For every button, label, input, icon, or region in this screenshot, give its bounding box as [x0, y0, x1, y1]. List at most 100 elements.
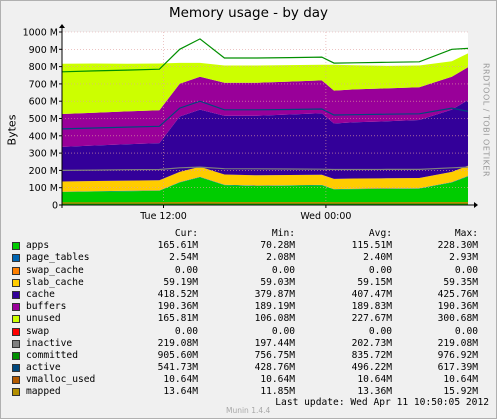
- legend-name: swap: [26, 325, 50, 337]
- legend-min: 197.44M: [254, 337, 295, 349]
- legend-max: 617.39M: [437, 362, 478, 374]
- line-active: [61, 100, 469, 130]
- legend-avg: 0.00: [368, 325, 392, 337]
- legend-cur: 219.08M: [157, 337, 198, 349]
- legend-max: 59.35M: [443, 276, 478, 288]
- legend-name: apps: [26, 240, 50, 252]
- y-tick-label: 400 M: [29, 131, 58, 142]
- legend-row-inactive: inactive 219.08M 197.44M 202.73M 219.08M: [12, 338, 490, 350]
- legend-swatch: [12, 315, 20, 324]
- legend-swatch: [12, 339, 20, 348]
- legend-row-mapped: mapped 13.64M 11.85M 13.36M 15.92M: [12, 386, 490, 398]
- legend-min: 2.08M: [266, 252, 295, 264]
- legend-avg: 115.51M: [351, 240, 392, 252]
- legend-swatch: [12, 351, 20, 360]
- legend-header-min: Min:: [271, 228, 295, 239]
- legend-min: 10.64M: [260, 374, 295, 386]
- legend-cur: 10.64M: [163, 374, 198, 386]
- legend-min: 379.87M: [254, 288, 295, 300]
- y-tick-label: 100 M: [29, 183, 58, 194]
- legend-max: 219.08M: [437, 337, 478, 349]
- y-tick-label: 500 M: [29, 114, 58, 125]
- x-tick-label: Tue 12:00: [139, 211, 187, 222]
- legend-avg: 227.67M: [351, 313, 392, 325]
- legend-min: 0.00: [271, 264, 295, 276]
- legend-cur: 165.61M: [157, 240, 198, 252]
- y-tick-label: 600 M: [29, 97, 58, 108]
- legend-name: page_tables: [26, 252, 90, 264]
- legend-swatch: [12, 388, 20, 397]
- legend-max: 190.36M: [437, 301, 478, 313]
- legend-header-max: Max:: [454, 228, 478, 239]
- legend-min: 0.00: [271, 325, 295, 337]
- y-tick-label: 900 M: [29, 45, 58, 56]
- legend-name: buffers: [26, 301, 67, 313]
- x-axis-arrow: [474, 202, 478, 208]
- legend-row-swap-cache: swap_cache 0.00 0.00 0.00 0.00: [12, 265, 490, 277]
- area-buffers: [62, 67, 468, 147]
- legend-row-active: active 541.73M 428.76M 496.22M 617.39M: [12, 362, 490, 374]
- legend-name: vmalloc_used: [26, 374, 96, 386]
- munin-version: Munin 1.4.4: [226, 406, 271, 415]
- legend-min: 428.76M: [254, 362, 295, 374]
- legend-swatch: [12, 303, 20, 312]
- legend-swatch: [12, 242, 20, 251]
- legend-header-cur: Cur:: [174, 228, 198, 239]
- legend-row-vmalloc-used: vmalloc_used 10.64M 10.64M 10.64M 10.64M: [12, 374, 490, 386]
- legend-cur: 418.52M: [157, 288, 198, 300]
- x-tick-label: Wed 00:00: [300, 211, 351, 222]
- legend-cur: 165.81M: [157, 313, 198, 325]
- legend-max: 0.00: [454, 325, 478, 337]
- legend-header: Cur: Min: Avg: Max:: [12, 228, 490, 240]
- y-axis-arrow: [59, 24, 65, 28]
- legend-name: unused: [26, 313, 61, 325]
- legend-min: 70.28M: [260, 240, 295, 252]
- y-tick-label: 200 M: [29, 166, 58, 177]
- legend-row-cache: cache 418.52M 379.87M 407.47M 425.76M: [12, 289, 490, 301]
- legend-row-apps: apps 165.61M 70.28M 115.51M 228.30M: [12, 240, 490, 252]
- legend-min: 756.75M: [254, 349, 295, 361]
- line-inactive: [61, 166, 469, 171]
- legend-max: 0.00: [454, 264, 478, 276]
- legend-min: 106.08M: [254, 313, 295, 325]
- legend-avg: 13.36M: [357, 386, 392, 398]
- y-tick-label: 800 M: [29, 62, 58, 73]
- legend-row-unused: unused 165.81M 106.08M 227.67M 300.68M: [12, 313, 490, 325]
- legend-row-page-tables: page_tables 2.54M 2.08M 2.40M 2.93M: [12, 252, 490, 264]
- y-tick-label: 1000 M: [23, 28, 58, 39]
- legend-min: 11.85M: [260, 386, 295, 398]
- chart-title: Memory usage - by day: [168, 5, 329, 21]
- legend-avg: 835.72M: [351, 349, 392, 361]
- legend-cur: 905.60M: [157, 349, 198, 361]
- legend-header-avg: Avg:: [368, 228, 392, 239]
- legend-name: slab_cache: [26, 276, 84, 288]
- legend-name: cache: [26, 288, 55, 300]
- legend-row-slab-cache: slab_cache 59.19M 59.03M 59.15M 59.35M: [12, 277, 490, 289]
- legend-max: 15.92M: [443, 386, 478, 398]
- legend-name: mapped: [26, 386, 61, 398]
- legend-row-committed: committed 905.60M 756.75M 835.72M 976.92M: [12, 350, 490, 362]
- legend-min: 189.19M: [254, 301, 295, 313]
- legend-name: inactive: [26, 337, 73, 349]
- legend-name: active: [26, 362, 61, 374]
- legend-min: 59.03M: [260, 276, 295, 288]
- line-committed: [61, 38, 469, 73]
- y-tick-label: 700 M: [29, 79, 58, 90]
- legend-max: 10.64M: [443, 374, 478, 386]
- legend-rows: apps 165.61M 70.28M 115.51M 228.30M page_tabl…: [12, 240, 490, 398]
- legend-max: 2.93M: [449, 252, 478, 264]
- legend-avg: 10.64M: [357, 374, 392, 386]
- y-tick-label: 300 M: [29, 149, 58, 160]
- legend-row-buffers: buffers 190.36M 189.19M 189.83M 190.36M: [12, 301, 490, 313]
- y-tick-label: 0: [52, 201, 58, 212]
- legend-row-swap: swap 0.00 0.00 0.00 0.00: [12, 326, 490, 338]
- last-update: Last update: Wed Apr 11 10:50:05 2012: [275, 397, 489, 408]
- legend-max: 228.30M: [437, 240, 478, 252]
- legend-swatch: [12, 290, 20, 299]
- legend-cur: 59.19M: [163, 276, 198, 288]
- legend-swatch: [12, 266, 20, 275]
- legend-avg: 407.47M: [351, 288, 392, 300]
- legend-avg: 496.22M: [351, 362, 392, 374]
- legend-swatch: [12, 364, 20, 373]
- legend-max: 976.92M: [437, 349, 478, 361]
